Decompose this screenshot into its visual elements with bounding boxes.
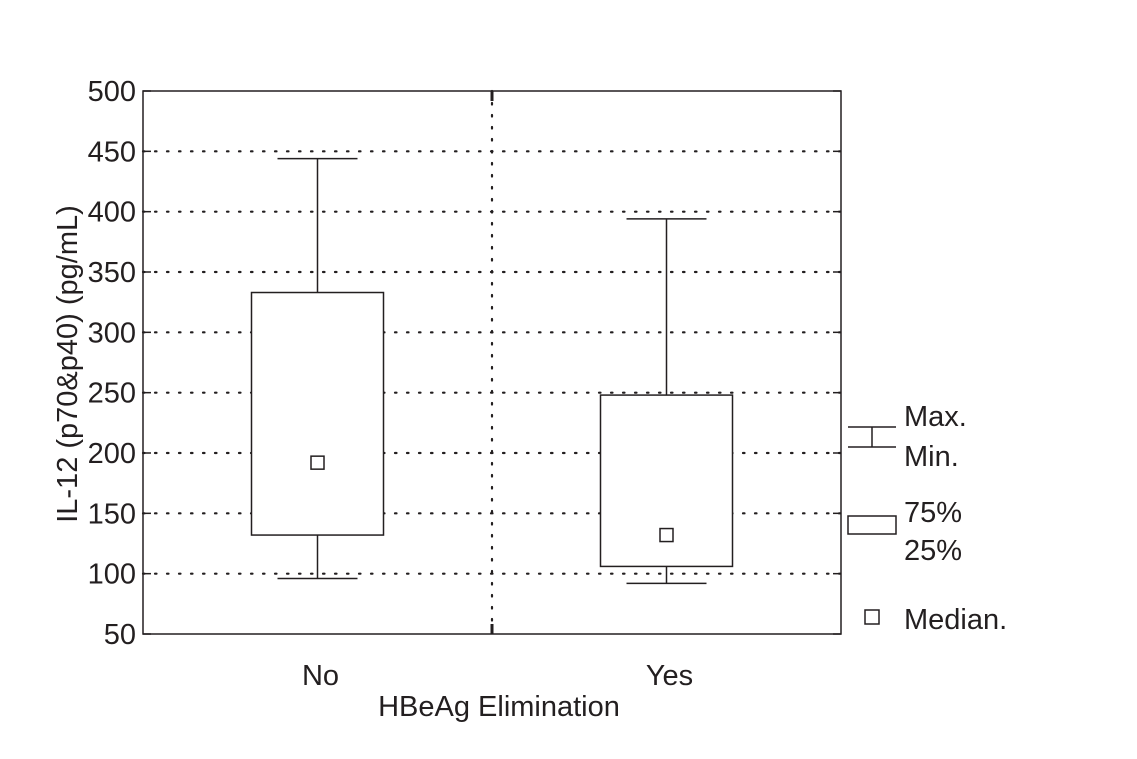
box-no <box>250 157 385 580</box>
median-marker <box>310 455 325 470</box>
y-tick-label: 300 <box>88 317 136 349</box>
legend-median-symbol <box>864 609 880 625</box>
x-tick-label: No <box>302 660 339 692</box>
median-marker <box>659 527 674 543</box>
y-tick-label: 50 <box>104 619 136 651</box>
box-yes <box>599 218 734 585</box>
legend-box-symbol <box>847 515 897 535</box>
y-tick-label: 150 <box>88 498 136 530</box>
legend-median-label: Median. <box>904 604 1007 636</box>
boxes <box>250 157 734 585</box>
y-axis-title: IL-12 (p70&p40) (pg/mL) <box>52 205 84 523</box>
iqr-box <box>250 291 385 536</box>
legend-whisker-symbol <box>848 426 896 448</box>
y-tick-label: 500 <box>88 76 136 108</box>
legend-25-label: 25% <box>904 535 962 567</box>
y-tick-label: 400 <box>88 197 136 229</box>
y-tick-label: 250 <box>88 378 136 410</box>
legend-min-label: Min. <box>904 441 959 473</box>
y-tick-label: 350 <box>88 257 136 289</box>
x-axis-title: HBeAg Elimination <box>378 691 620 723</box>
y-axis-ticks: 50 100 150 200 250 300 350 400 450 500 <box>88 76 841 651</box>
legend-75-label: 75% <box>904 497 962 529</box>
plot-frame <box>142 90 842 635</box>
y-tick-label: 200 <box>88 438 136 470</box>
x-axis-labels: No Yes <box>302 660 693 692</box>
x-tick-label: Yes <box>646 660 693 692</box>
y-tick-label: 450 <box>88 136 136 168</box>
legend: Max. Min. 75% 25% Median. <box>847 401 1007 636</box>
y-tick-label: 100 <box>88 559 136 591</box>
legend-max-label: Max. <box>904 401 967 433</box>
